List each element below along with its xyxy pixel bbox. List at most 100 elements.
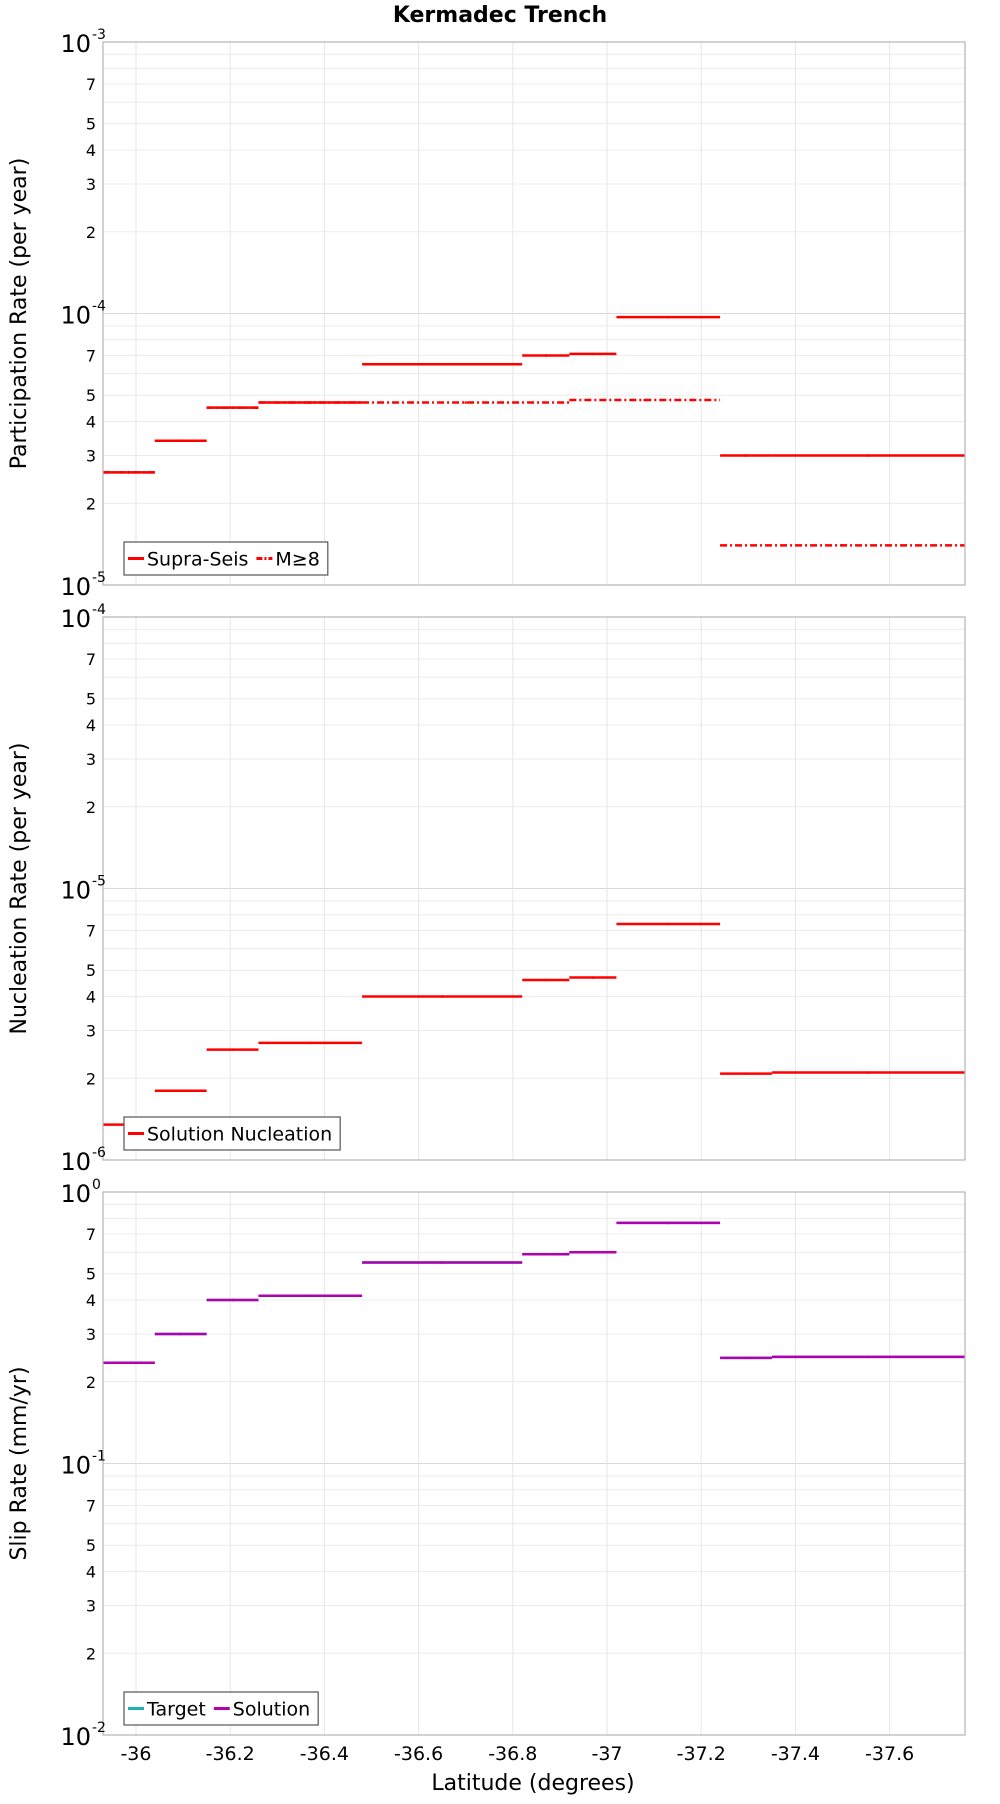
y-tick-exponent: -5 (92, 570, 106, 586)
segment-point (127, 471, 131, 474)
series-m-8 (103, 398, 965, 547)
series-target (103, 1221, 965, 1365)
y-tick-exponent: -2 (92, 1720, 106, 1736)
y-tick-exponent: 0 (92, 1177, 101, 1193)
y-tick-label-minor: 2 (86, 1069, 96, 1088)
segment-point (544, 1252, 548, 1256)
y-tick-label-major: 10 (60, 877, 91, 905)
segment-point (179, 1089, 183, 1092)
segment-point (666, 922, 670, 926)
series-solution (103, 1221, 965, 1365)
y-tick-label-minor: 5 (86, 1536, 96, 1555)
y-tick-label-minor: 7 (86, 1497, 96, 1516)
y-tick-label-minor: 5 (86, 961, 96, 980)
y-tick-label-minor: 2 (86, 494, 96, 513)
legend-frame (123, 1116, 341, 1151)
y-tick-exponent: -3 (92, 27, 106, 43)
y-tick-label-major: 10 (60, 30, 91, 58)
segment-point (308, 1041, 312, 1045)
y-tick-exponent: -1 (92, 1449, 106, 1465)
x-tick-label: -36.2 (206, 1743, 255, 1765)
segment-point (544, 978, 548, 982)
y-tick-label-minor: 7 (86, 347, 96, 366)
x-tick-label: -36 (120, 1743, 151, 1765)
segment-point (127, 1361, 131, 1365)
plot-frame (102, 1191, 966, 1736)
legend-label: Supra-Seis (147, 549, 248, 571)
legend-label: M≥8 (275, 549, 319, 571)
y-tick-exponent: -5 (92, 874, 106, 890)
segment-point (179, 439, 183, 443)
y-tick-label-minor: 4 (86, 988, 96, 1007)
y-tick-label-minor: 3 (86, 1596, 96, 1615)
y-tick-label-minor: 4 (86, 1291, 96, 1310)
x-tick-labels: -36 -36.2 -36.4 -36.6 -36.8 -37 -37.2 -37.4 -37.… (120, 1743, 914, 1765)
segment-point (231, 406, 234, 409)
segment-point (440, 995, 444, 998)
legend-frame (123, 541, 329, 576)
series-solution-nucleation (103, 922, 965, 1126)
segment-point (308, 401, 312, 404)
segment-point (591, 1250, 595, 1254)
y-tick-label-minor: 2 (86, 798, 96, 817)
y-tick-label-minor: 3 (86, 1021, 96, 1040)
y-tick-label-minor: 2 (86, 1644, 96, 1663)
x-axis-label: Latitude (degrees) (431, 1771, 634, 1796)
segment-point (666, 1221, 670, 1225)
segment-point (544, 354, 548, 357)
x-tick-label: -37 (591, 1743, 622, 1765)
segment-point (591, 976, 595, 979)
y-tick-label-minor: 7 (86, 75, 96, 94)
segment-point (464, 401, 467, 404)
segment-point (231, 1048, 234, 1051)
segment-point (744, 454, 748, 457)
y-axis-label: Participation Rate (per year) (7, 158, 32, 470)
segment-point (666, 315, 670, 319)
segment-point (231, 1298, 234, 1302)
y-tick-label-minor: 5 (86, 386, 96, 405)
y-tick-label-minor: 5 (86, 690, 96, 709)
y-axis-label: Slip Rate (mm/yr) (7, 1366, 32, 1560)
y-tick-exponent: -4 (92, 299, 106, 315)
y-tick-label-minor: 5 (86, 1265, 96, 1284)
y-tick-label-minor: 3 (86, 750, 96, 769)
y-axis-label: Nucleation Rate (per year) (7, 743, 32, 1035)
y-tick-label-minor: 5 (86, 115, 96, 134)
x-tick-label: -37.2 (677, 1743, 726, 1765)
legend-label: Solution Nucleation (147, 1124, 332, 1146)
y-tick-label-major: 10 (60, 1452, 91, 1480)
x-tick-label: -37.6 (865, 1743, 914, 1765)
y-tick-label-minor: 3 (86, 1325, 96, 1344)
segment-point (179, 1332, 183, 1336)
y-tick-label-major: 10 (60, 1180, 91, 1208)
y-tick-label-minor: 7 (86, 650, 96, 669)
y-tick-label-minor: 7 (86, 1225, 96, 1244)
x-tick-label: -36.6 (394, 1743, 443, 1765)
x-tick-label: -36.8 (488, 1743, 537, 1765)
y-tick-exponent: -4 (92, 602, 106, 618)
plot-frame (102, 616, 966, 1161)
y-tick-label-minor: 7 (86, 922, 96, 941)
x-tick-label: -37.4 (771, 1743, 820, 1765)
segment-point (867, 454, 870, 457)
y-tick-label-minor: 2 (86, 1373, 96, 1392)
y-tick-label-minor: 4 (86, 716, 96, 735)
legend-label: Target (146, 1699, 206, 1721)
legend: Solution Nucleation (123, 1116, 341, 1151)
segment-point (591, 352, 595, 356)
chart-title: Kermadec Trench (393, 3, 607, 28)
x-tick-label: -36.4 (300, 1743, 349, 1765)
y-tick-label-major: 10 (60, 302, 91, 330)
segment-point (744, 1072, 748, 1075)
segment-point (867, 1071, 870, 1074)
y-tick-label-minor: 4 (86, 141, 96, 160)
segment-point (841, 544, 844, 547)
y-tick-label-major: 10 (60, 573, 91, 601)
plot-frame (102, 41, 966, 586)
legend-label: Solution (233, 1699, 310, 1721)
segment-point (643, 398, 646, 402)
